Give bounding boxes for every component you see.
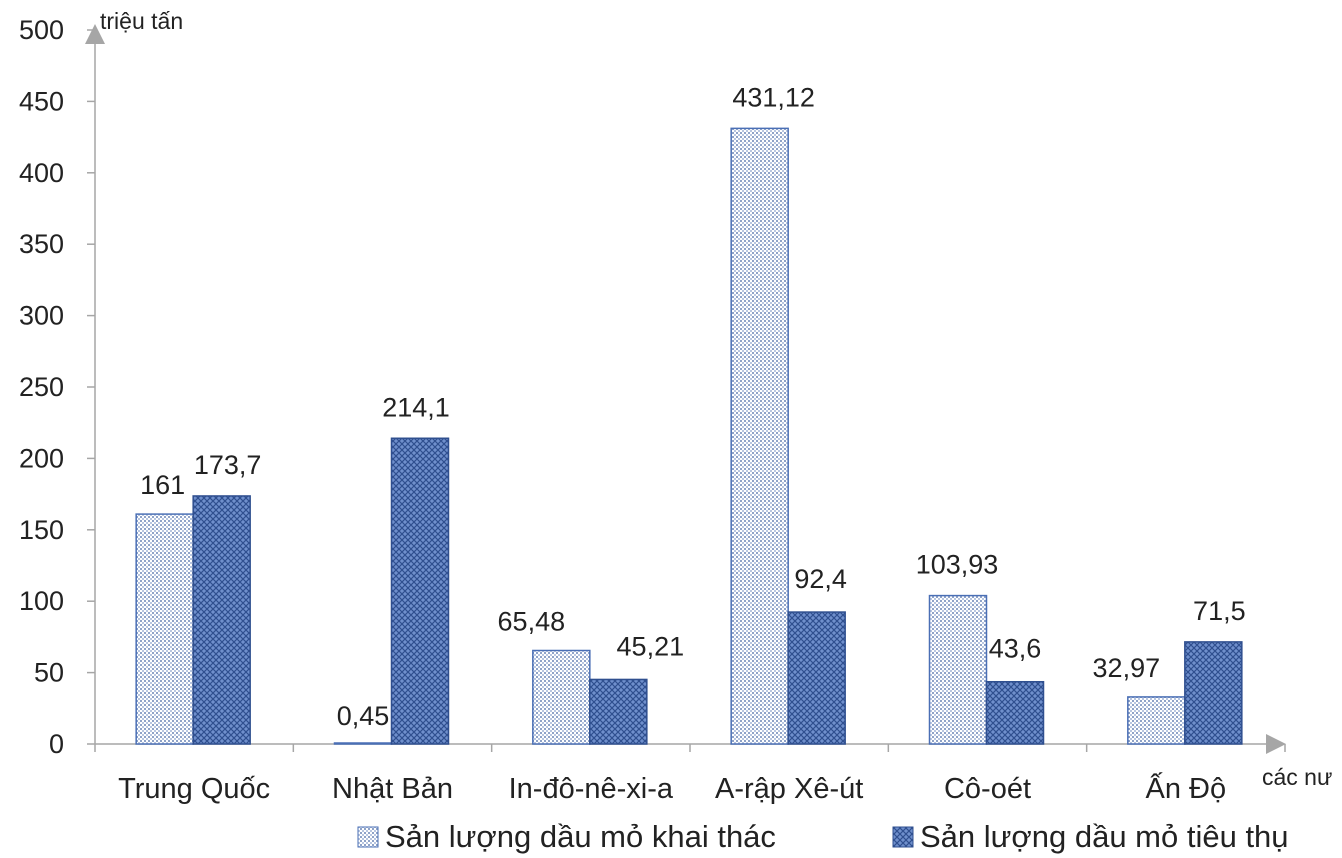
x-axis-title: các nư <box>1262 764 1332 790</box>
data-label: 92,4 <box>794 564 847 594</box>
bar-consumption <box>192 495 251 745</box>
data-label: 65,48 <box>498 606 566 636</box>
y-tick-label: 300 <box>19 301 64 331</box>
legend-swatch-extraction <box>357 826 379 848</box>
bar-extraction <box>135 513 194 745</box>
bars <box>135 127 1243 745</box>
data-label: 161 <box>140 470 185 500</box>
legend-label-extraction: Sản lượng dầu mỏ khai thác <box>385 819 776 854</box>
bar-extraction <box>333 742 393 745</box>
data-labels: 161 0,45 65,48 431,12 103,93 32,97 173,7 214,1 4… <box>140 82 1245 731</box>
bar-extraction <box>730 127 789 745</box>
y-tick-label: 50 <box>34 658 64 688</box>
y-tick-label: 500 <box>19 15 64 45</box>
y-tick-label: 350 <box>19 229 64 259</box>
legend-item-extraction: Sản lượng dầu mỏ khai thác <box>357 819 776 854</box>
data-label: 43,6 <box>989 634 1042 664</box>
y-tick-label: 450 <box>19 86 64 116</box>
y-axis-title: triệu tấn <box>100 8 183 34</box>
bar-consumption <box>1184 641 1243 745</box>
y-ticks: 0 50 100 150 200 250 300 350 400 450 500 <box>19 15 95 759</box>
x-category-label: Trung Quốc <box>118 773 270 805</box>
data-label: 103,93 <box>916 550 999 580</box>
x-category-label: Nhật Bản <box>332 773 453 805</box>
bar-consumption <box>985 680 1045 745</box>
x-axis-arrow-icon <box>1266 734 1286 754</box>
legend-label-consumption: Sản lượng dầu mỏ tiêu thụ <box>920 819 1289 854</box>
y-tick-label: 0 <box>49 729 64 759</box>
x-category-label: A-rập Xê-út <box>715 773 863 805</box>
data-label: 0,45 <box>337 701 390 731</box>
x-axis: các nư Trung Quốc Nhật Bản In-đô-nê-xi-a A-… <box>94 734 1332 805</box>
bar-consumption <box>787 611 846 745</box>
y-axis: triệu tấn 0 50 100 150 200 250 300 350 400 450 500 <box>19 8 183 759</box>
y-tick-label: 400 <box>19 158 64 188</box>
y-tick-label: 250 <box>19 372 64 402</box>
y-axis-arrow-icon <box>85 24 105 44</box>
y-tick-label: 150 <box>19 515 64 545</box>
y-tick-label: 200 <box>19 443 64 473</box>
x-category-label: Cô-oét <box>944 773 1031 805</box>
data-label: 71,5 <box>1193 596 1246 626</box>
legend-swatch-consumption <box>892 826 914 848</box>
y-tick-label: 100 <box>19 586 64 616</box>
bar-consumption <box>390 437 450 745</box>
x-ticks: Trung Quốc Nhật Bản In-đô-nê-xi-a A-rập Xê-… <box>94 744 1286 805</box>
data-label: 431,12 <box>732 82 815 112</box>
data-label: 173,7 <box>194 450 262 480</box>
data-label: 214,1 <box>382 392 450 422</box>
x-category-label: In-đô-nê-xi-a <box>509 773 674 805</box>
bar-extraction <box>928 594 988 745</box>
bar-extraction <box>1127 696 1186 745</box>
data-label: 32,97 <box>1093 653 1161 683</box>
x-category-label: Ấn Độ <box>1146 771 1227 805</box>
data-label: 45,21 <box>617 631 685 661</box>
bar-consumption <box>589 678 648 745</box>
bar-extraction <box>532 649 591 745</box>
legend: Sản lượng dầu mỏ khai thác Sản lượng dầu… <box>357 819 1289 854</box>
legend-item-consumption: Sản lượng dầu mỏ tiêu thụ <box>892 819 1289 854</box>
